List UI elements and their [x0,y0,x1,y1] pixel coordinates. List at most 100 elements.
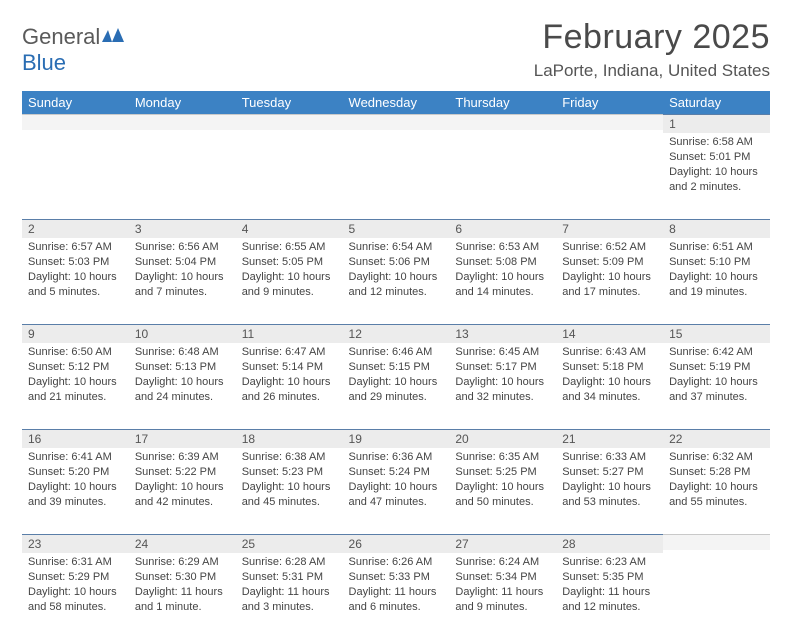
day-content: Sunrise: 6:56 AMSunset: 5:04 PMDaylight:… [129,238,236,305]
sunset-text: Sunset: 5:05 PM [242,255,337,270]
daylight-text: Daylight: 10 hours and 58 minutes. [28,585,123,615]
daylight-text: Daylight: 11 hours and 9 minutes. [455,585,550,615]
sunrise-text: Sunrise: 6:36 AM [349,450,444,465]
daylight-text: Daylight: 10 hours and 39 minutes. [28,480,123,510]
calendar-head: SundayMondayTuesdayWednesdayThursdayFrid… [22,91,770,114]
sunset-text: Sunset: 5:24 PM [349,465,444,480]
daynum-row: 232425262728 [22,534,770,553]
calendar-table: SundayMondayTuesdayWednesdayThursdayFrid… [22,91,770,639]
weekday-header: Sunday [22,91,129,114]
daylight-text: Daylight: 11 hours and 12 minutes. [562,585,657,615]
sunrise-text: Sunrise: 6:47 AM [242,345,337,360]
daylight-text: Daylight: 10 hours and 2 minutes. [669,165,764,195]
sunset-text: Sunset: 5:13 PM [135,360,230,375]
day-content: Sunrise: 6:41 AMSunset: 5:20 PMDaylight:… [22,448,129,515]
sunset-text: Sunset: 5:22 PM [135,465,230,480]
day-content: Sunrise: 6:48 AMSunset: 5:13 PMDaylight:… [129,343,236,410]
daylight-text: Daylight: 10 hours and 53 minutes. [562,480,657,510]
calendar-body: 1Sunrise: 6:58 AMSunset: 5:01 PMDaylight… [22,114,770,639]
empty-cell [22,133,129,219]
empty-cell [236,133,343,219]
empty-cell [556,133,663,219]
sunrise-text: Sunrise: 6:43 AM [562,345,657,360]
logo-text: General Blue [22,24,126,76]
daycontent-row: Sunrise: 6:31 AMSunset: 5:29 PMDaylight:… [22,553,770,639]
day-content: Sunrise: 6:29 AMSunset: 5:30 PMDaylight:… [129,553,236,620]
daylight-text: Daylight: 10 hours and 26 minutes. [242,375,337,405]
day-number: 13 [449,324,556,343]
sunset-text: Sunset: 5:12 PM [28,360,123,375]
sunrise-text: Sunrise: 6:52 AM [562,240,657,255]
day-number: 23 [22,534,129,553]
empty-daynum [22,114,129,130]
sunrise-text: Sunrise: 6:35 AM [455,450,550,465]
daylight-text: Daylight: 10 hours and 42 minutes. [135,480,230,510]
sunrise-text: Sunrise: 6:41 AM [28,450,123,465]
daylight-text: Daylight: 10 hours and 14 minutes. [455,270,550,300]
daynum-row: 9101112131415 [22,324,770,343]
day-content: Sunrise: 6:54 AMSunset: 5:06 PMDaylight:… [343,238,450,305]
day-content: Sunrise: 6:51 AMSunset: 5:10 PMDaylight:… [663,238,770,305]
sunset-text: Sunset: 5:04 PM [135,255,230,270]
sunrise-text: Sunrise: 6:26 AM [349,555,444,570]
daylight-text: Daylight: 10 hours and 32 minutes. [455,375,550,405]
sunrise-text: Sunrise: 6:57 AM [28,240,123,255]
day-number: 24 [129,534,236,553]
sunset-text: Sunset: 5:27 PM [562,465,657,480]
day-number: 15 [663,324,770,343]
empty-cell [343,133,450,219]
day-number: 16 [22,429,129,448]
daynum-row: 16171819202122 [22,429,770,448]
daylight-text: Daylight: 10 hours and 50 minutes. [455,480,550,510]
daynum-row: 2345678 [22,219,770,238]
sunset-text: Sunset: 5:31 PM [242,570,337,585]
day-number: 6 [449,219,556,238]
day-number: 14 [556,324,663,343]
sunrise-text: Sunrise: 6:38 AM [242,450,337,465]
sunset-text: Sunset: 5:18 PM [562,360,657,375]
daylight-text: Daylight: 11 hours and 6 minutes. [349,585,444,615]
day-number: 19 [343,429,450,448]
day-number: 2 [22,219,129,238]
day-content: Sunrise: 6:32 AMSunset: 5:28 PMDaylight:… [663,448,770,515]
day-content: Sunrise: 6:28 AMSunset: 5:31 PMDaylight:… [236,553,343,620]
sunset-text: Sunset: 5:19 PM [669,360,764,375]
logo-text-blue: Blue [22,50,66,75]
day-content: Sunrise: 6:52 AMSunset: 5:09 PMDaylight:… [556,238,663,305]
day-number: 22 [663,429,770,448]
day-number: 21 [556,429,663,448]
sunset-text: Sunset: 5:08 PM [455,255,550,270]
sunrise-text: Sunrise: 6:39 AM [135,450,230,465]
day-content: Sunrise: 6:43 AMSunset: 5:18 PMDaylight:… [556,343,663,410]
daylight-text: Daylight: 10 hours and 47 minutes. [349,480,444,510]
empty-daynum [556,114,663,130]
day-number: 17 [129,429,236,448]
sunset-text: Sunset: 5:14 PM [242,360,337,375]
daycontent-row: Sunrise: 6:57 AMSunset: 5:03 PMDaylight:… [22,238,770,324]
day-number: 25 [236,534,343,553]
daynum-row: 1 [22,114,770,133]
empty-daynum [663,534,770,550]
empty-daynum [236,114,343,130]
day-number: 7 [556,219,663,238]
day-number: 28 [556,534,663,553]
daylight-text: Daylight: 10 hours and 29 minutes. [349,375,444,405]
sunset-text: Sunset: 5:28 PM [669,465,764,480]
daycontent-row: Sunrise: 6:50 AMSunset: 5:12 PMDaylight:… [22,343,770,429]
weekday-header: Thursday [449,91,556,114]
daylight-text: Daylight: 10 hours and 7 minutes. [135,270,230,300]
sunset-text: Sunset: 5:15 PM [349,360,444,375]
day-number: 27 [449,534,556,553]
day-number: 9 [22,324,129,343]
day-content: Sunrise: 6:36 AMSunset: 5:24 PMDaylight:… [343,448,450,515]
day-content: Sunrise: 6:38 AMSunset: 5:23 PMDaylight:… [236,448,343,515]
day-number: 1 [663,114,770,133]
day-number: 10 [129,324,236,343]
sunset-text: Sunset: 5:34 PM [455,570,550,585]
daylight-text: Daylight: 10 hours and 9 minutes. [242,270,337,300]
day-content: Sunrise: 6:45 AMSunset: 5:17 PMDaylight:… [449,343,556,410]
weekday-header: Monday [129,91,236,114]
day-content: Sunrise: 6:24 AMSunset: 5:34 PMDaylight:… [449,553,556,620]
daylight-text: Daylight: 10 hours and 17 minutes. [562,270,657,300]
sunset-text: Sunset: 5:35 PM [562,570,657,585]
